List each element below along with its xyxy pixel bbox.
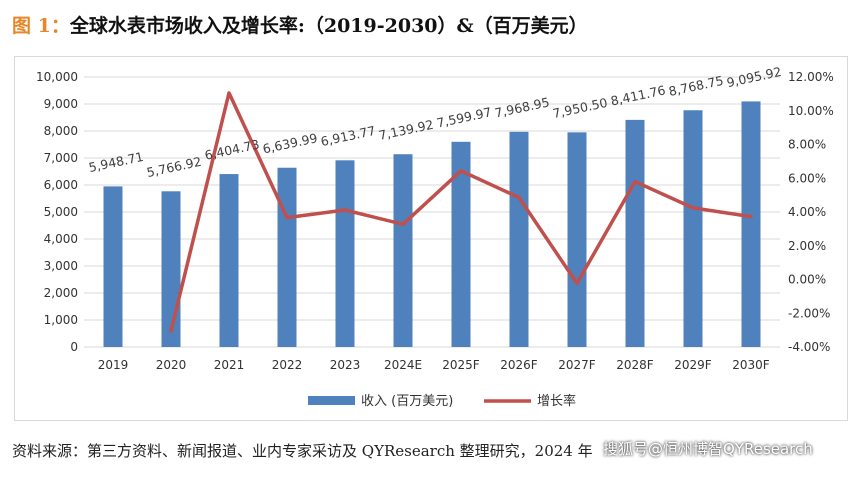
bar (741, 101, 761, 347)
bar-data-label: 6,639.99 (261, 130, 319, 156)
y-left-tick-label: 5,000 (44, 205, 78, 219)
bar (567, 132, 587, 347)
y-right-tick-label: 4.00% (788, 205, 826, 219)
y-right-tick-label: 0.00% (788, 273, 826, 287)
x-tick-label: 2024E (384, 358, 422, 372)
bar (625, 119, 645, 347)
bar-data-label: 7,139.92 (377, 117, 435, 143)
bar (161, 191, 181, 347)
bar (103, 186, 123, 347)
bar-data-label: 8,411.76 (609, 82, 667, 108)
bar-data-label: 7,599.97 (435, 104, 493, 130)
y-left-tick-label: 6,000 (44, 178, 78, 192)
figure-label: 图 1： (12, 15, 70, 37)
x-tick-label: 2021 (214, 358, 245, 372)
x-tick-label: 2020 (156, 358, 187, 372)
growth-rate-line (169, 91, 753, 333)
y-left-tick-label: 3,000 (44, 259, 78, 273)
y-left-tick-label: 10,000 (36, 70, 78, 84)
y-right-tick-label: 2.00% (788, 239, 826, 253)
x-tick-label: 2023 (330, 358, 361, 372)
bar (393, 154, 413, 347)
y-left-tick-label: 2,000 (44, 286, 78, 300)
legend-label-growth: 增长率 (537, 393, 576, 409)
bar-data-label: 7,968.95 (493, 94, 551, 120)
chart-container: 0 1,000 2,000 3,000 4,000 5,000 6,000 7,000 8,00… (14, 56, 848, 421)
legend-label-revenue: 收入 (百万美元) (361, 394, 453, 409)
bar-data-label: 7,950.50 (551, 95, 609, 121)
y-right-tick-label: 12.00% (788, 70, 834, 84)
x-tick-label: 2022 (272, 358, 303, 372)
x-tick-label: 2027F (558, 358, 596, 372)
y-right-tick-label: -4.00% (788, 340, 830, 354)
bar (509, 131, 529, 347)
chart: 0 1,000 2,000 3,000 4,000 5,000 6,000 7,000 8,00… (36, 64, 834, 409)
bar-data-label: 9,095.92 (725, 64, 783, 90)
bar (219, 174, 239, 347)
y-right-tick-label: 10.00% (788, 104, 834, 118)
y-right-tick-label: -2.00% (788, 306, 830, 320)
x-tick-label: 2028F (616, 358, 654, 372)
y-left-tick-label: 8,000 (44, 124, 78, 138)
watermark: 搜狐号@恒州博智QYResearch (603, 440, 813, 458)
bar-data-label: 6,404.73 (203, 137, 261, 163)
y-left-tick-label: 9,000 (44, 97, 78, 111)
y-right-tick-label: 6.00% (788, 171, 826, 185)
x-tick-label: 2029F (674, 358, 712, 372)
bar (451, 141, 471, 347)
y-left-tick-label: 0 (70, 340, 78, 354)
x-tick-label: 2019 (98, 358, 129, 372)
x-tick-label: 2025F (442, 358, 480, 372)
y-right-tick-label: 8.00% (788, 138, 826, 152)
bar (335, 160, 355, 347)
y-left-tick-label: 7,000 (44, 151, 78, 165)
legend-swatch-revenue (308, 396, 355, 405)
figure-title-text: 全球水表市场收入及增长率:（2019-2030）&（百万美元） (69, 15, 588, 37)
bar-data-label: 5,948.71 (87, 149, 145, 175)
y-left-tick-label: 1,000 (44, 313, 78, 327)
source-note: 资料来源：第三方资料、新闻报道、业内专家采访及 QYResearch 整理研究，… (12, 442, 593, 460)
bar-data-label: 6,913.77 (319, 123, 377, 149)
bar (277, 167, 297, 347)
figure-title: 图 1：全球水表市场收入及增长率:（2019-2030）&（百万美元） (12, 6, 588, 46)
x-tick-label: 2030F (732, 358, 770, 372)
x-tick-label: 2026F (500, 358, 538, 372)
y-left-tick-label: 4,000 (44, 232, 78, 246)
bar (683, 110, 703, 348)
